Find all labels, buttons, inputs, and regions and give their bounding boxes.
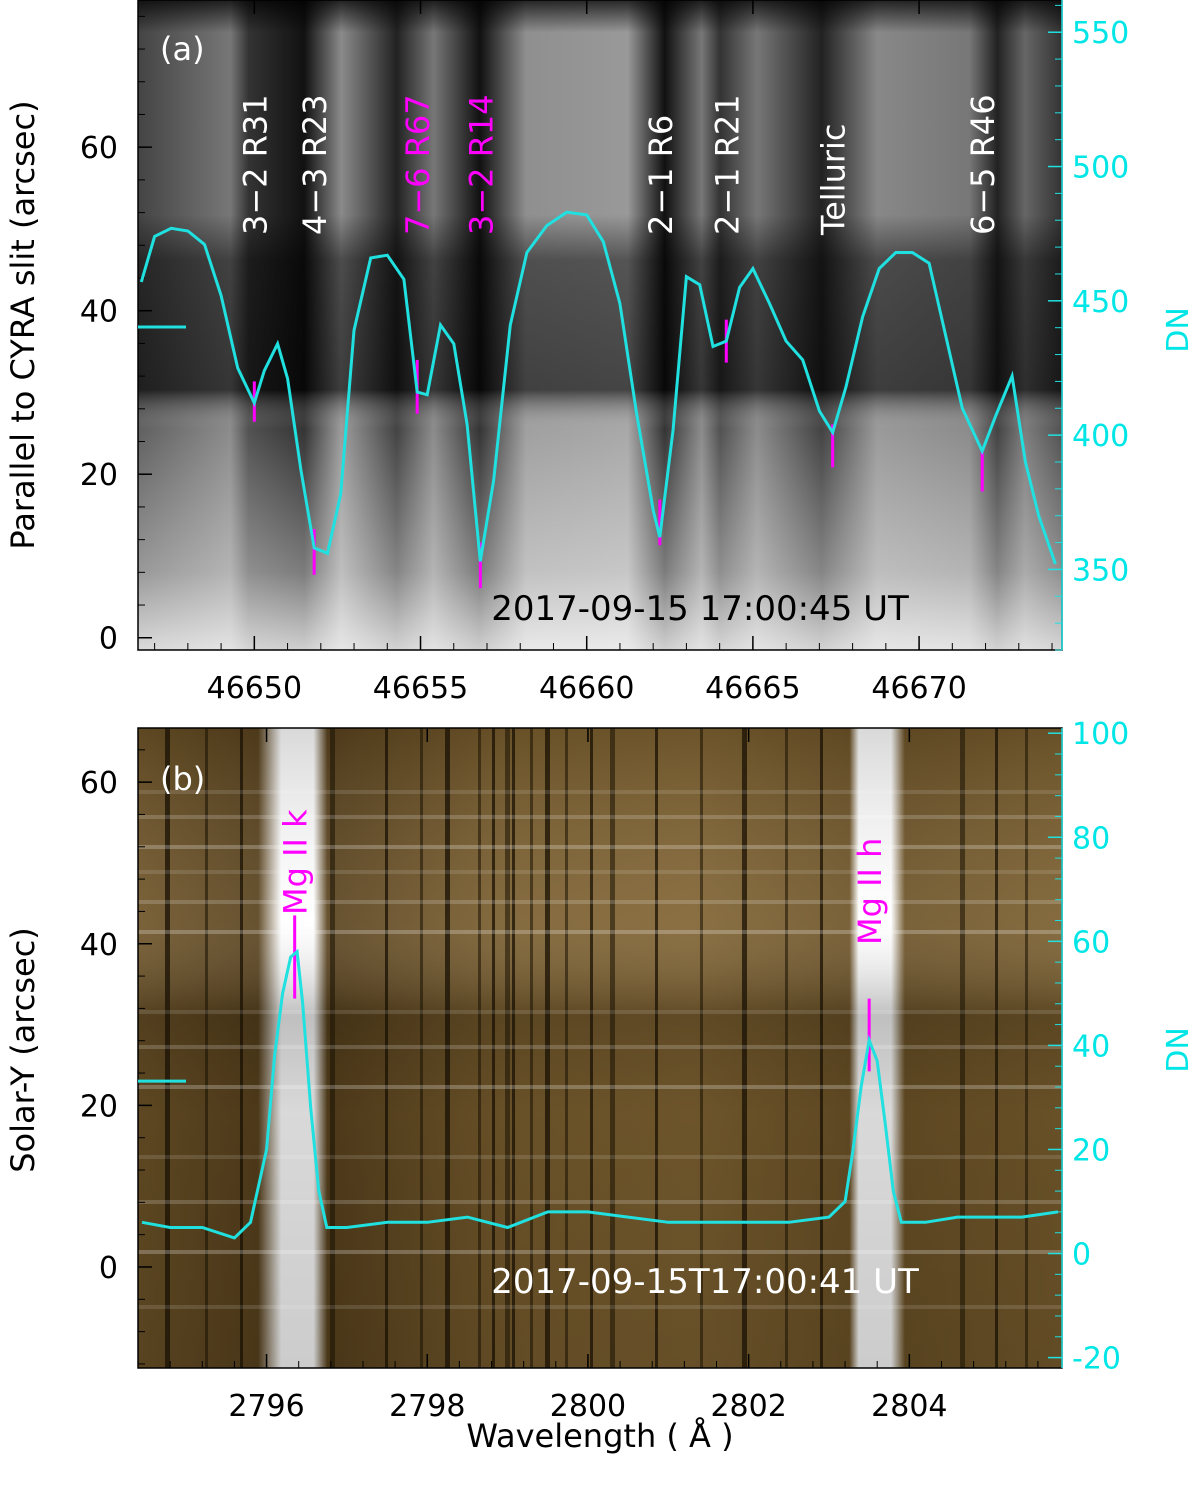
y2-tick-label: 350 [1072, 553, 1129, 588]
y2-tick-label: 100 [1072, 717, 1129, 752]
horizontal-band [138, 1045, 1062, 1049]
panel-a-shading [138, 0, 1062, 650]
y2-tick-label: -20 [1072, 1342, 1121, 1377]
horizontal-band [138, 930, 1062, 934]
panel-b-shading [138, 728, 1062, 1368]
panel-a-y-axis-title: Parallel to CYRA slit (arcsec) [4, 100, 42, 549]
absorption-line [742, 728, 747, 1368]
absorption-line [385, 728, 388, 1368]
y2-tick-label: 80 [1072, 821, 1110, 856]
x-tick-label: 2802 [710, 1389, 786, 1424]
x-tick-label: 46650 [207, 671, 302, 706]
y-tick-label: 60 [80, 131, 118, 166]
line-label: 6−5 R46 [964, 94, 1002, 235]
absorption-line [545, 728, 550, 1368]
y2-tick-label: 400 [1072, 419, 1129, 454]
panel-a-ticks: 46650 46655 46660 46665 46670 0 20 40 60 350 400 45… [80, 0, 1129, 706]
horizontal-band [138, 1200, 1062, 1204]
absorption-line [960, 728, 965, 1368]
horizontal-band [138, 1085, 1062, 1089]
y-tick-label: 40 [80, 295, 118, 330]
line-label: Mg II h [851, 838, 889, 945]
y-tick-label: 40 [80, 928, 118, 963]
absorption-line [165, 728, 170, 1368]
y-tick-label: 0 [99, 1251, 118, 1286]
y2-tick-label: 60 [1072, 925, 1110, 960]
absorption-line [700, 728, 703, 1368]
panel-b-ticks: 2796 2798 2800 2802 2804 0 20 40 60 -20 0 20 40 60 80 1… [80, 717, 1129, 1424]
absorption-line [240, 728, 243, 1368]
line-label: 3−2 R14 [462, 94, 500, 235]
y2-tick-label: 450 [1072, 285, 1129, 320]
line-label: Telluric [815, 124, 853, 237]
line-label: Mg II k [277, 809, 315, 915]
x-tick-label: 2796 [228, 1389, 304, 1424]
panel-b-spectral-lines [138, 728, 1062, 1368]
panel-a-label: (a) [160, 30, 205, 68]
y-tick-label: 20 [80, 458, 118, 493]
panel-b-right-axis-title: DN [1161, 1027, 1196, 1073]
y2-tick-label: 0 [1072, 1238, 1091, 1273]
absorption-line [995, 728, 998, 1368]
absorption-line [610, 728, 615, 1368]
absorption-line [565, 728, 568, 1368]
horizontal-band [138, 790, 1062, 794]
absorption-line [445, 728, 450, 1368]
x-tick-label: 46665 [705, 671, 800, 706]
absorption-line [655, 728, 658, 1368]
line-label: 4−3 R23 [296, 94, 334, 235]
x-tick-label: 46660 [539, 671, 634, 706]
y-tick-label: 20 [80, 1089, 118, 1124]
panel-b-timestamp: 2017-09-15T17:00:41 UT [491, 1262, 919, 1302]
y2-tick-label: 500 [1072, 151, 1129, 186]
line-label: 7−6 R67 [399, 94, 437, 235]
x-tick-label: 2800 [550, 1389, 626, 1424]
absorption-line [478, 728, 481, 1368]
y2-tick-label: 20 [1072, 1133, 1110, 1168]
panel-b-dn-profile [141, 948, 1059, 1240]
y2-tick-label: 550 [1072, 16, 1129, 51]
x-tick-label: 46655 [373, 671, 468, 706]
panel-b-label: (b) [160, 760, 205, 798]
y2-tick-label: 40 [1072, 1029, 1110, 1064]
panel-a-dn-profile [139, 210, 1057, 565]
panel-b-line-labels: Mg II k Mg II h [277, 809, 889, 945]
line-label: 2−1 R21 [708, 94, 746, 235]
panel-b-y-axis-title: Solar-Y (arcsec) [4, 927, 42, 1173]
panel-b-x-axis-title: Wavelength ( Å ) [466, 1417, 733, 1455]
absorption-line [530, 728, 533, 1368]
absorption-line [330, 728, 335, 1368]
panel-a-right-axis-title: DN [1161, 307, 1196, 353]
x-tick-label: 2798 [389, 1389, 465, 1424]
absorption-line [1025, 728, 1028, 1368]
y-tick-label: 0 [99, 622, 118, 657]
absorption-line [505, 728, 510, 1368]
horizontal-band [138, 1155, 1062, 1159]
absorption-line [492, 728, 495, 1368]
line-label: 3−2 R31 [236, 94, 274, 235]
y-tick-label: 60 [80, 766, 118, 801]
panel-a: 46650 46655 46660 46665 46670 0 20 40 60 350 400 45… [4, 0, 1196, 706]
horizontal-band [138, 845, 1062, 849]
x-tick-label: 46670 [871, 671, 966, 706]
absorption-line [205, 728, 208, 1368]
x-tick-label: 2804 [871, 1389, 947, 1424]
line-label: 2−1 R6 [642, 115, 680, 235]
absorption-line [512, 728, 515, 1368]
absorption-line [820, 728, 823, 1368]
horizontal-band [138, 1305, 1062, 1309]
panel-b-line-marks [293, 915, 871, 1072]
horizontal-band [138, 815, 1062, 819]
horizontal-band [138, 900, 1062, 904]
horizontal-band [138, 1250, 1062, 1254]
absorption-line [420, 728, 423, 1368]
horizontal-band [138, 1010, 1062, 1014]
panel-a-line-labels: 3−2 R31 4−3 R23 7−6 R67 3−2 R14 2−1 R6 2−1 R2… [236, 94, 1002, 236]
panel-a-timestamp: 2017-09-15 17:00:45 UT [491, 589, 909, 629]
panel-b: 2796 2798 2800 2802 2804 0 20 40 60 -20 0 20 40 60 80 1… [4, 717, 1196, 1455]
horizontal-band [138, 870, 1062, 874]
absorption-line [590, 728, 593, 1368]
absorption-line [785, 728, 788, 1368]
